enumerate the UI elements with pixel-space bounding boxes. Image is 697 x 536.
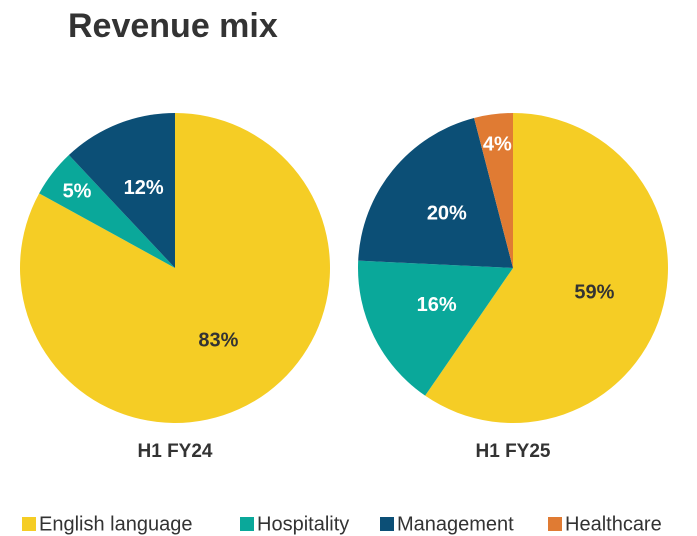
pie-slice bbox=[358, 260, 513, 396]
pie-label: H1 FY25 bbox=[476, 441, 551, 462]
data-label: 59% bbox=[574, 282, 614, 304]
pie-slice bbox=[358, 117, 513, 268]
chart-title: Revenue mix bbox=[68, 7, 278, 45]
legend-swatch bbox=[380, 517, 394, 531]
data-label: 5% bbox=[63, 180, 92, 202]
data-label: 12% bbox=[124, 177, 164, 199]
pie-slice bbox=[68, 113, 175, 268]
data-label: 83% bbox=[198, 330, 238, 352]
legend-label: Healthcare bbox=[565, 513, 662, 535]
data-label: 20% bbox=[427, 203, 467, 225]
data-label: 4% bbox=[483, 133, 512, 155]
pie-label: H1 FY24 bbox=[138, 441, 213, 462]
legend-label: Hospitality bbox=[257, 513, 349, 535]
pie-slice bbox=[425, 113, 669, 423]
pie-slice bbox=[474, 113, 513, 268]
legend-label: Management bbox=[397, 513, 514, 535]
data-label: 16% bbox=[417, 294, 457, 316]
legend-swatch bbox=[240, 517, 254, 531]
legend-label: English language bbox=[39, 513, 192, 535]
pie-slice bbox=[39, 155, 175, 268]
legend-swatch bbox=[548, 517, 562, 531]
legend-swatch bbox=[22, 517, 36, 531]
